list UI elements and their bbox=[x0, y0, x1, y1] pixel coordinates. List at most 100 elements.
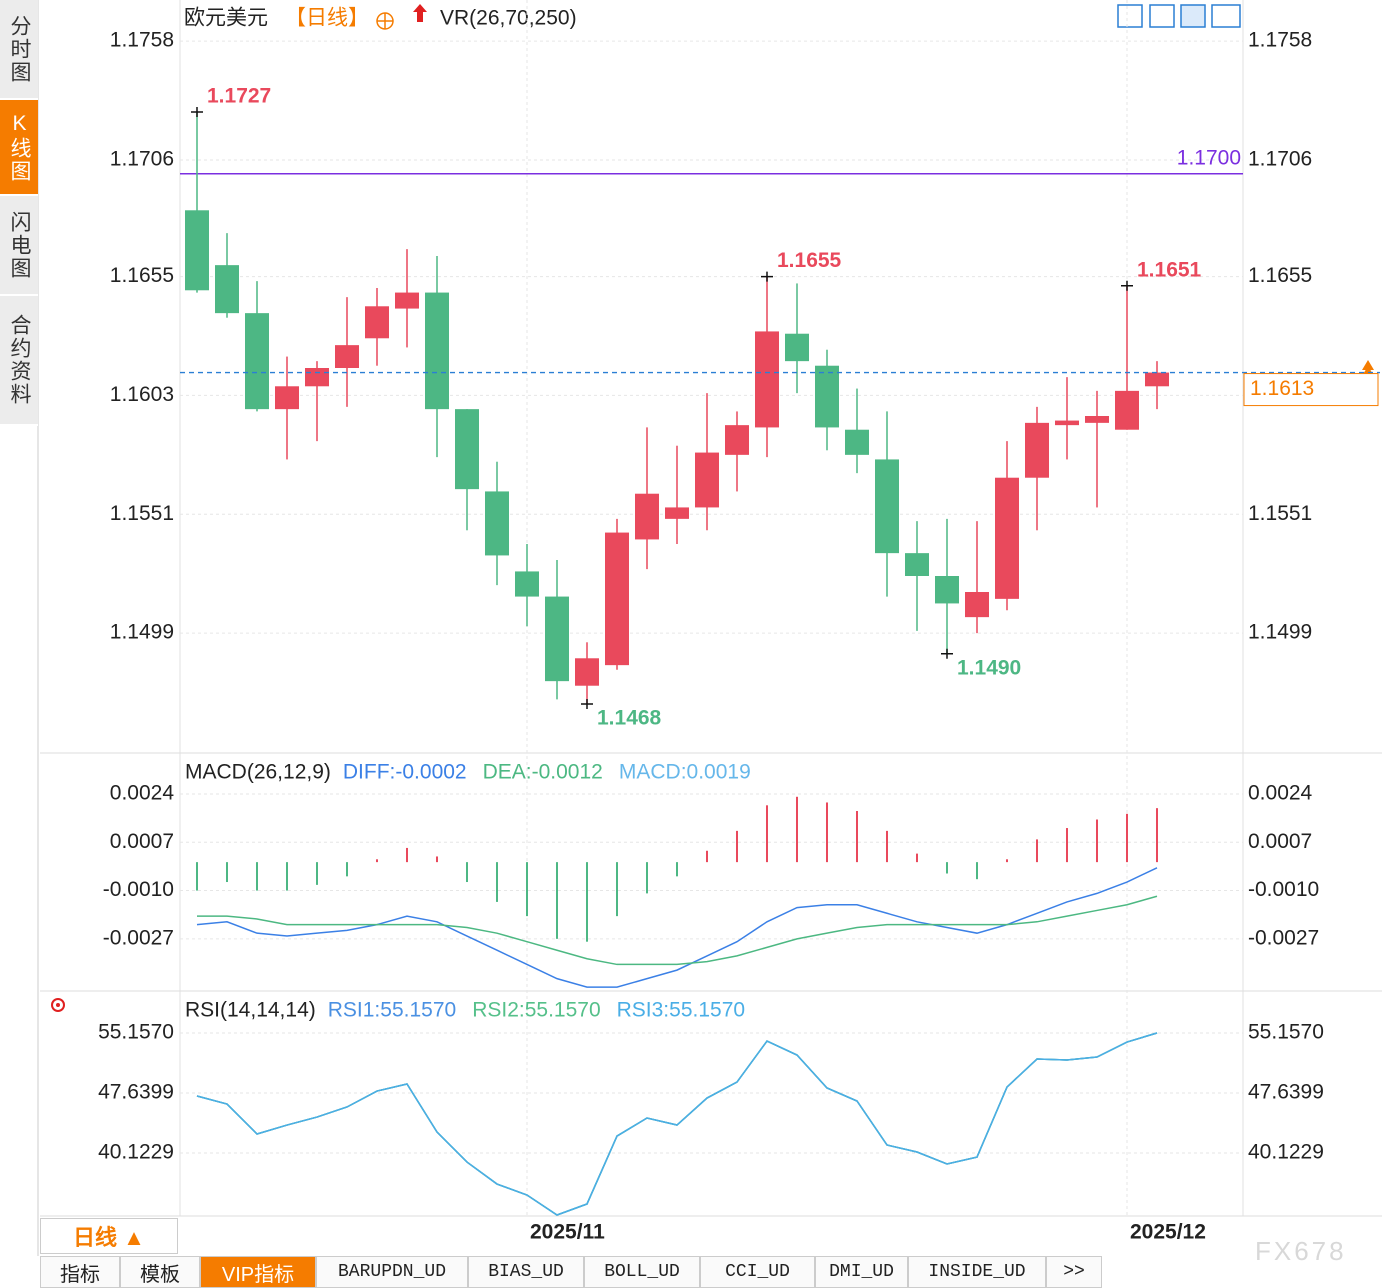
y-tick-label-right: 1.1758 bbox=[1248, 29, 1312, 52]
panel-title: MACD(26,12,9) bbox=[185, 761, 331, 784]
candle-body bbox=[605, 532, 629, 666]
add-icon[interactable] bbox=[376, 12, 394, 30]
indicator[interactable]: VR(26,70,250) bbox=[440, 7, 577, 30]
candle-body bbox=[275, 386, 299, 410]
candle-body bbox=[335, 345, 359, 368]
series-line bbox=[196, 1032, 1158, 1216]
tab[interactable]: INSIDE_UD bbox=[908, 1256, 1046, 1288]
legend-label: RSI1:55.1570 bbox=[328, 999, 456, 1022]
y-tick-label: 1.1551 bbox=[110, 502, 174, 525]
y-tick-label: 55.1570 bbox=[98, 1021, 174, 1044]
candle-body bbox=[395, 292, 419, 309]
y-tick-label: 1.1499 bbox=[110, 621, 174, 644]
candle-body bbox=[1145, 372, 1169, 387]
candle-body bbox=[305, 368, 329, 387]
y-tick-label-right: -0.0010 bbox=[1248, 878, 1319, 901]
extreme-marker bbox=[1121, 280, 1133, 291]
candle-body bbox=[215, 265, 239, 314]
candle-body bbox=[1025, 422, 1049, 478]
extreme-marker bbox=[941, 648, 953, 659]
current-price-label: 1.1613 bbox=[1250, 377, 1314, 400]
y-tick-label-right: 0.0024 bbox=[1248, 781, 1313, 804]
y-tick-label-right: -0.0027 bbox=[1248, 926, 1319, 949]
period-selector[interactable]: 日线 ▲ bbox=[40, 1218, 178, 1254]
y-tick-label-right: 1.1551 bbox=[1248, 502, 1312, 525]
candle-body bbox=[695, 452, 719, 508]
candle-body bbox=[995, 477, 1019, 599]
y-tick-label: 1.1758 bbox=[110, 29, 174, 52]
tab[interactable]: 指标 bbox=[40, 1256, 120, 1288]
legend-label: RSI3:55.1570 bbox=[617, 999, 745, 1022]
y-tick-label-right: 1.1655 bbox=[1248, 264, 1312, 287]
extreme-label: 1.1655 bbox=[777, 249, 842, 272]
series-line bbox=[196, 867, 1158, 988]
candle-body bbox=[365, 306, 389, 339]
y-tick-label: 1.1706 bbox=[110, 148, 174, 171]
y-tick-label: 0.0024 bbox=[110, 781, 175, 804]
candle-body bbox=[905, 553, 929, 576]
series-line bbox=[196, 1032, 1158, 1216]
x-tick-label: 2025/12 bbox=[1130, 1221, 1206, 1244]
y-tick-label: 40.1229 bbox=[98, 1141, 174, 1164]
reference-label: 1.1700 bbox=[1177, 146, 1241, 169]
period[interactable]: 【日线】 bbox=[285, 7, 369, 30]
y-tick-label: 1.1603 bbox=[110, 383, 174, 406]
y-tick-label-right: 40.1229 bbox=[1248, 1141, 1324, 1164]
indicator-icon[interactable] bbox=[413, 4, 427, 22]
legend-label: RSI2:55.1570 bbox=[472, 999, 600, 1022]
settings-icon[interactable] bbox=[51, 998, 65, 1012]
candle-body bbox=[935, 576, 959, 604]
series-line bbox=[197, 895, 1158, 966]
legend-label: DIFF:-0.0002 bbox=[343, 761, 467, 784]
candle-body bbox=[575, 658, 599, 686]
y-tick-label-right: 1.1706 bbox=[1248, 148, 1312, 171]
candle-body bbox=[185, 210, 209, 291]
sidebar-tab[interactable]: 合约资料 bbox=[0, 296, 38, 426]
candle-body bbox=[635, 493, 659, 540]
candle-body bbox=[485, 491, 509, 556]
tab[interactable]: BIAS_UD bbox=[468, 1256, 584, 1288]
series-line bbox=[196, 1032, 1158, 1216]
candle-body bbox=[425, 292, 449, 410]
candle-body bbox=[455, 409, 479, 490]
tab[interactable]: BARUPDN_UD bbox=[316, 1256, 468, 1288]
sidebar-tab[interactable]: 分时图 bbox=[0, 0, 38, 100]
extreme-marker bbox=[191, 107, 203, 117]
tab[interactable]: 模板 bbox=[120, 1256, 200, 1288]
candle-body bbox=[1115, 390, 1139, 430]
panel-title: RSI(14,14,14) bbox=[185, 999, 316, 1022]
extreme-label: 1.1490 bbox=[957, 656, 1021, 679]
tab[interactable]: VIP指标 bbox=[200, 1256, 316, 1288]
y-tick-label: -0.0010 bbox=[103, 878, 174, 901]
watermark: FX678 bbox=[1255, 1236, 1347, 1266]
extreme-label: 1.1727 bbox=[207, 85, 271, 108]
candle-body bbox=[665, 507, 689, 519]
tab[interactable]: >> bbox=[1046, 1256, 1102, 1288]
current-price-box bbox=[1243, 373, 1379, 407]
extreme-label: 1.1468 bbox=[597, 707, 662, 730]
toolbar-icons[interactable] bbox=[1117, 4, 1241, 28]
sidebar-tab[interactable]: K线图 bbox=[0, 100, 38, 196]
y-tick-label: 47.6399 bbox=[98, 1081, 174, 1104]
candle-body bbox=[815, 365, 839, 428]
candle-body bbox=[1055, 420, 1079, 426]
tab[interactable]: BOLL_UD bbox=[584, 1256, 700, 1288]
legend-label: DEA:-0.0012 bbox=[483, 761, 603, 784]
y-tick-label-right: 1.1499 bbox=[1248, 621, 1312, 644]
y-tick-label: 1.1655 bbox=[110, 264, 174, 287]
y-tick-label-right: 55.1570 bbox=[1248, 1021, 1324, 1044]
y-tick-label-right: 0.0007 bbox=[1248, 830, 1312, 853]
candle-body bbox=[845, 429, 869, 455]
legend-label: MACD:0.0019 bbox=[619, 761, 751, 784]
candle-body bbox=[755, 331, 779, 428]
candle-body bbox=[245, 313, 269, 410]
candle-body bbox=[875, 459, 899, 554]
extreme-marker bbox=[581, 699, 593, 709]
candle-body bbox=[785, 333, 809, 362]
tab[interactable]: DMI_UD bbox=[815, 1256, 908, 1288]
y-tick-label: 0.0007 bbox=[110, 830, 174, 853]
tab[interactable]: CCI_UD bbox=[700, 1256, 815, 1288]
sidebar-tab[interactable]: 闪电图 bbox=[0, 196, 38, 296]
